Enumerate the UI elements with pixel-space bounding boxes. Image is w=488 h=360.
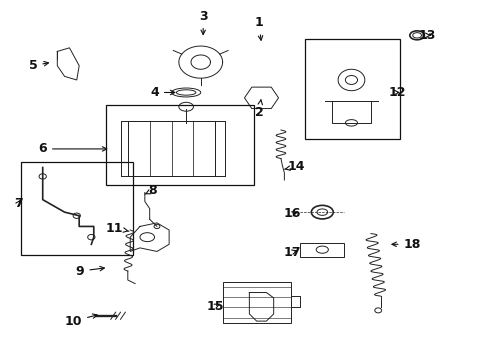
Text: 7: 7 (14, 197, 23, 210)
Text: 16: 16 (283, 207, 300, 220)
Text: 10: 10 (64, 314, 97, 328)
Text: 6: 6 (39, 143, 106, 156)
Text: 8: 8 (145, 184, 156, 197)
Text: 4: 4 (150, 86, 175, 99)
Bar (106, 105, 254, 185)
Text: 1: 1 (254, 16, 263, 40)
Text: 5: 5 (29, 59, 48, 72)
Bar (222, 282, 290, 323)
Bar (305, 39, 399, 139)
Text: 12: 12 (388, 86, 406, 99)
Bar (21, 162, 132, 255)
Text: 3: 3 (199, 10, 207, 35)
Text: 14: 14 (285, 160, 305, 173)
Bar (300, 243, 344, 257)
Text: 15: 15 (206, 300, 224, 312)
Text: 13: 13 (417, 29, 435, 42)
Text: 17: 17 (283, 246, 300, 258)
Text: 11: 11 (106, 222, 129, 235)
Text: 18: 18 (391, 238, 420, 251)
Text: 9: 9 (76, 265, 104, 278)
Text: 2: 2 (254, 100, 263, 119)
